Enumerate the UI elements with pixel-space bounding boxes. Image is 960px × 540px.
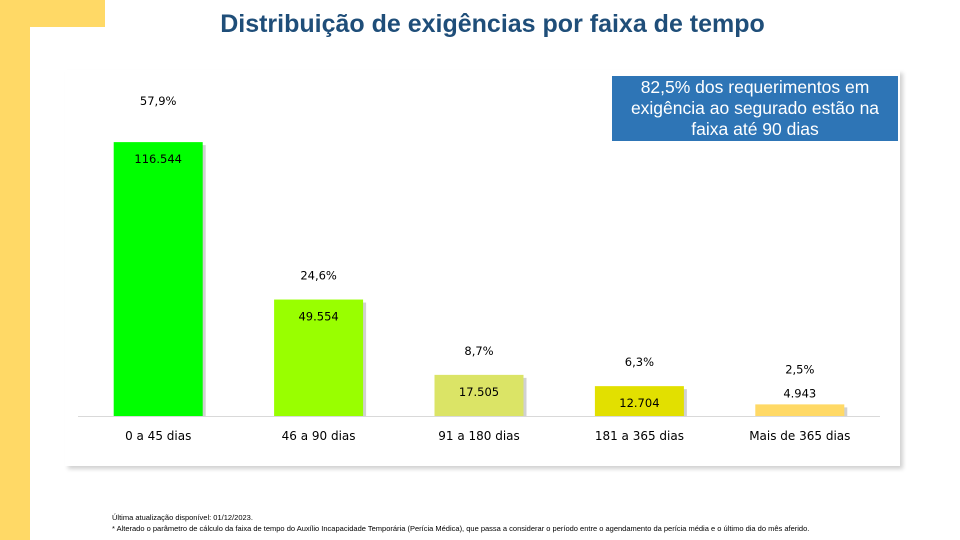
- x-tick-label: 91 a 180 dias: [438, 429, 520, 443]
- value-label: 17.505: [459, 385, 499, 399]
- value-label: 116.544: [134, 152, 182, 166]
- bar: [434, 374, 524, 416]
- percent-label: 6,3%: [625, 355, 654, 369]
- decorative-frame-left: [0, 0, 30, 540]
- percent-label: 57,9%: [140, 94, 177, 108]
- bar: [274, 299, 364, 416]
- value-label: 4.943: [783, 386, 816, 400]
- x-tick-label: Mais de 365 dias: [749, 429, 850, 443]
- bar: [755, 404, 845, 416]
- last-update-note: Última atualização disponível: 01/12/202…: [112, 513, 253, 522]
- percent-label: 24,6%: [300, 269, 337, 283]
- percent-label: 8,7%: [464, 344, 493, 358]
- callout-box: 82,5% dos requerimentos em exigência ao …: [612, 76, 898, 141]
- value-label: 49.554: [298, 310, 338, 324]
- decorative-frame-top: [0, 0, 105, 27]
- footnote: * Alterado o parâmetro de cálculo da fai…: [112, 524, 810, 533]
- x-tick-label: 0 a 45 dias: [125, 429, 191, 443]
- value-label: 12.704: [619, 396, 659, 410]
- x-tick-label: 46 a 90 dias: [282, 429, 356, 443]
- bar: [113, 142, 203, 417]
- x-tick-label: 181 a 365 dias: [595, 429, 684, 443]
- percent-label: 2,5%: [785, 362, 814, 376]
- page-title: Distribuição de exigências por faixa de …: [220, 10, 765, 38]
- bar: [594, 386, 684, 416]
